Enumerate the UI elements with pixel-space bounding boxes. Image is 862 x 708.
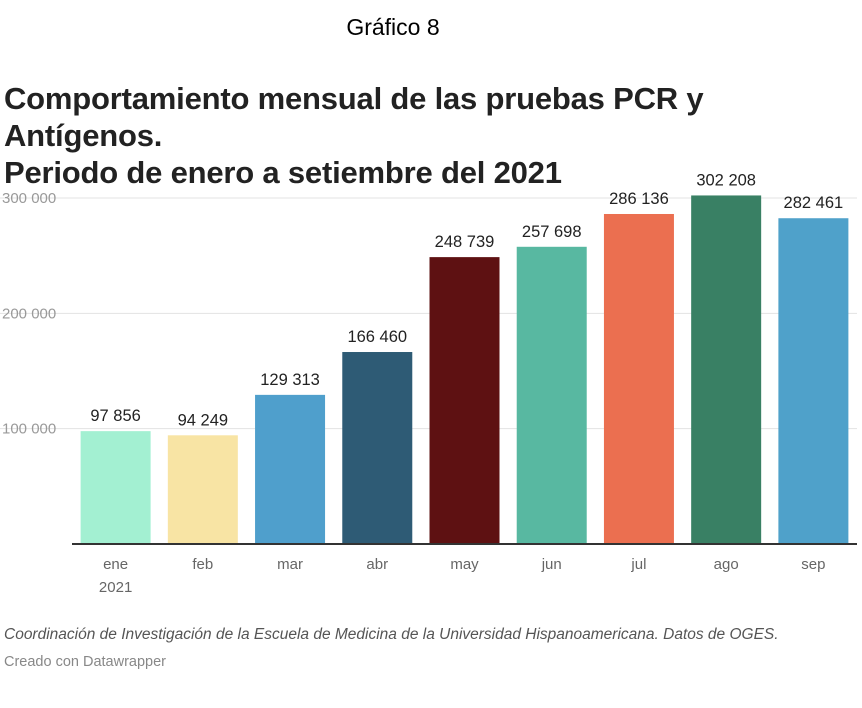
x-tick-label: ago xyxy=(714,556,739,573)
bar-abr xyxy=(342,352,413,544)
value-label: 129 313 xyxy=(260,371,320,389)
y-tick-label: 100 000 xyxy=(2,421,56,438)
value-label: 248 739 xyxy=(435,233,495,251)
y-tick-label: 200 000 xyxy=(2,305,56,322)
x-tick-label: feb xyxy=(192,556,213,573)
bar-feb xyxy=(167,435,238,544)
x-tick-label: abr xyxy=(366,556,388,573)
bar-jul xyxy=(603,213,674,544)
bar-jun xyxy=(516,246,587,544)
value-label: 286 136 xyxy=(609,190,669,208)
x-tick-sublabel: 2021 xyxy=(99,579,132,596)
credit-note: Creado con Datawrapper xyxy=(4,654,167,670)
source-note: Coordinación de Investigación de la Escu… xyxy=(4,626,779,643)
bar-ene xyxy=(80,431,151,544)
bar-sep xyxy=(778,218,849,544)
chart-title: Comportamiento mensual de las pruebas PC… xyxy=(4,80,854,191)
bar-chart: 97 856 94 249 129 313 166 460 248 739 257 698… xyxy=(0,171,857,596)
value-label: 97 856 xyxy=(90,407,140,425)
bar-ago xyxy=(691,195,762,545)
bar-mar xyxy=(255,394,326,544)
x-tick-label: sep xyxy=(801,556,825,573)
x-tick-label: ene xyxy=(103,556,128,573)
x-tick-label: jul xyxy=(630,556,646,573)
bars xyxy=(80,195,849,545)
x-tick-labels: ene 2021 feb mar abr may jun jul ago sep xyxy=(99,556,826,596)
value-label: 302 208 xyxy=(696,171,756,189)
bar-may xyxy=(429,257,500,544)
value-label: 94 249 xyxy=(178,411,228,429)
chart-title-line-2: Periodo de enero a setiembre del 2021 xyxy=(4,155,562,190)
y-tick-label: 300 000 xyxy=(2,190,56,207)
value-label: 166 460 xyxy=(347,328,407,346)
chart-title-line-1: Comportamiento mensual de las pruebas PC… xyxy=(4,81,704,153)
figure-label: Gráfico 8 xyxy=(346,14,440,40)
value-labels: 97 856 94 249 129 313 166 460 248 739 257 698… xyxy=(90,171,843,429)
x-tick-label: may xyxy=(450,556,479,573)
x-tick-label: jun xyxy=(541,556,562,573)
x-tick-label: mar xyxy=(277,556,303,573)
y-tick-labels: 100 000 200 000 300 000 xyxy=(2,190,56,438)
value-label: 257 698 xyxy=(522,223,582,241)
value-label: 282 461 xyxy=(784,194,844,212)
